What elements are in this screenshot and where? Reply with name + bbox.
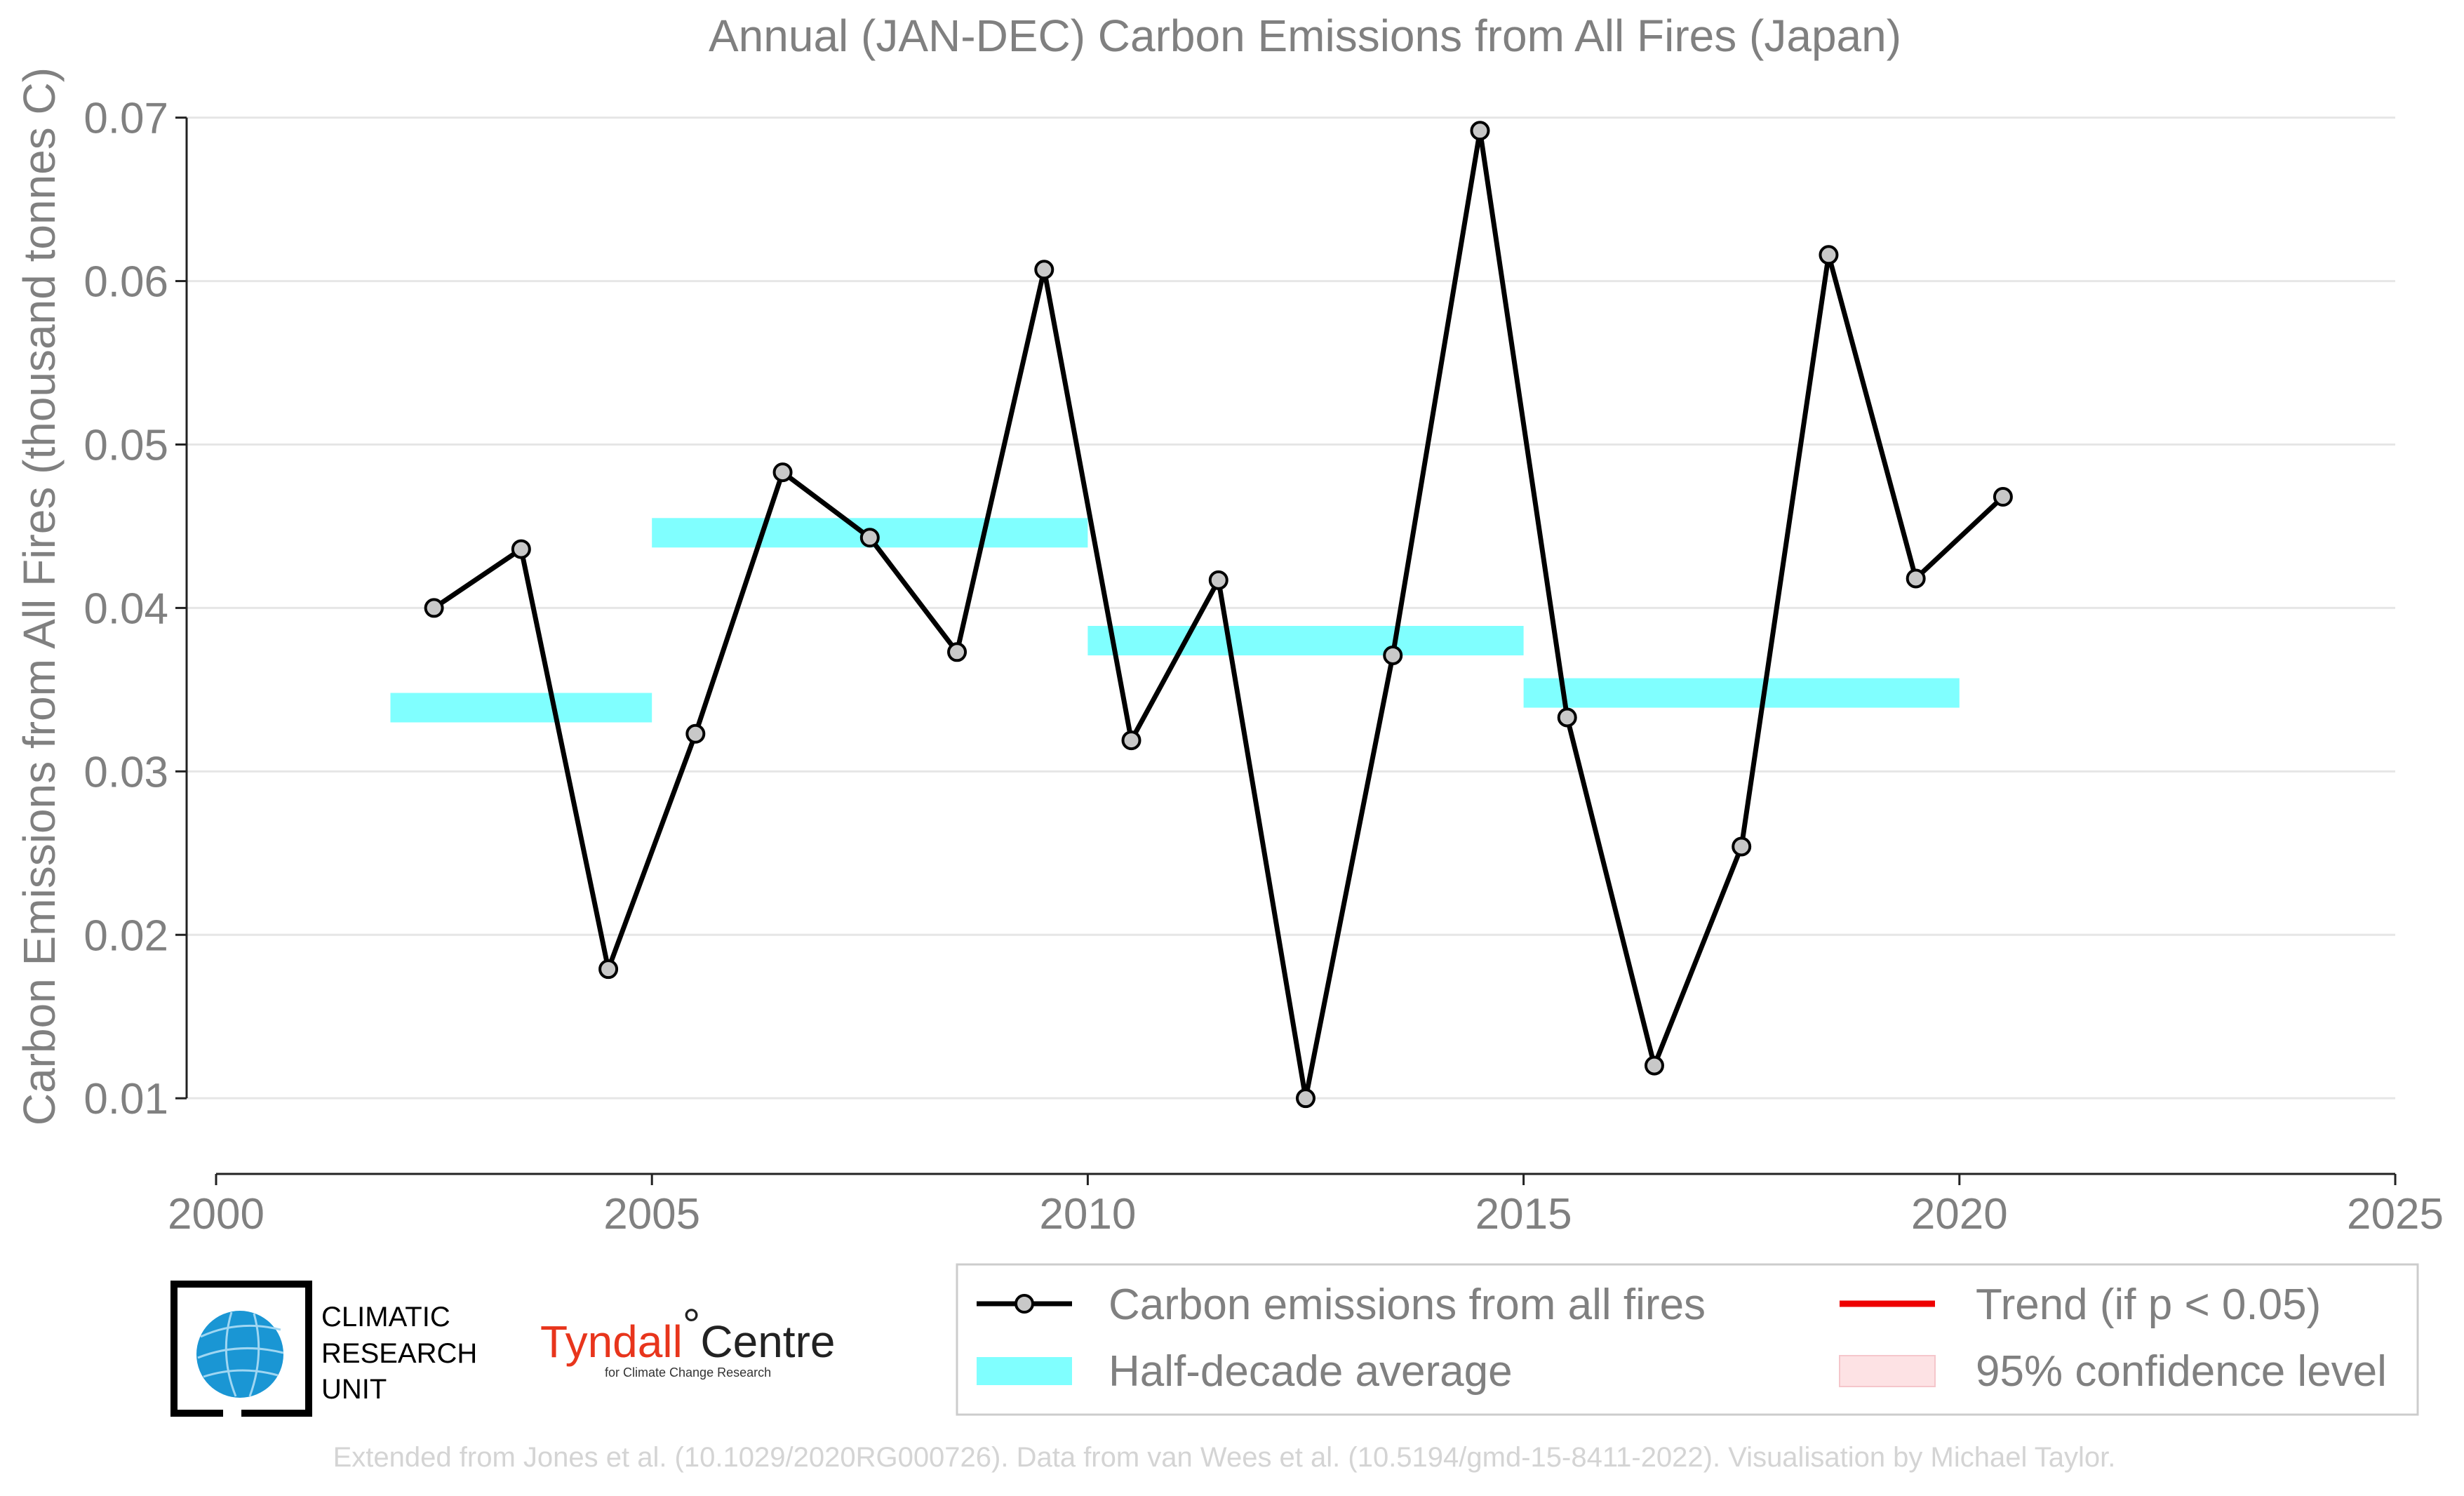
tyndall-centre: Centre <box>700 1316 835 1367</box>
data-point <box>1993 487 2013 507</box>
data-point <box>1557 707 1577 728</box>
data-point <box>1732 836 1752 857</box>
data-point <box>1819 245 1839 265</box>
half-decade-band <box>1523 678 1960 708</box>
svg-text:Tyndall°Centre: Tyndall°Centre <box>540 1300 835 1367</box>
x-tick-label: 2020 <box>1911 1190 2008 1238</box>
half-decade-bands <box>390 518 1960 723</box>
data-point <box>772 462 793 483</box>
y-tick-label: 0.07 <box>83 95 168 143</box>
cru-logo: CLIMATIC RESEARCH UNIT <box>170 1281 477 1417</box>
cru-bracket-left <box>170 1281 267 1417</box>
data-point <box>1034 260 1054 280</box>
data-point <box>1296 1088 1315 1109</box>
gridlines <box>187 116 2395 1100</box>
half-decade-band <box>390 693 652 723</box>
tyndall-degree: ° <box>683 1300 701 1350</box>
legend-confidence-label: 95% confidence level <box>1976 1347 2387 1396</box>
legend: Carbon emissions from all fires Half-dec… <box>956 1263 2419 1416</box>
y-tick-label: 0.03 <box>83 748 168 796</box>
tyndall-name: Tyndall <box>540 1316 683 1367</box>
data-point <box>424 598 444 618</box>
x-tick-label: 2015 <box>1475 1190 1572 1238</box>
data-point <box>1644 1055 1664 1076</box>
legend-half-decade-label: Half-decade average <box>1109 1347 1513 1396</box>
cru-line1: CLIMATIC <box>321 1302 450 1333</box>
legend-trend-label: Trend (if p < 0.05) <box>1976 1281 2321 1329</box>
y-tick-label: 0.01 <box>83 1075 168 1123</box>
legend-emissions-label: Carbon emissions from all fires <box>1109 1281 1706 1329</box>
x-tick-label: 2005 <box>603 1190 700 1238</box>
data-point <box>859 528 880 548</box>
data-point <box>598 959 619 980</box>
y-axis-label: Carbon Emissions from All Fires (thousan… <box>14 67 65 1126</box>
data-point <box>1906 568 1926 589</box>
data-point <box>685 723 706 744</box>
chart-title: Annual (JAN-DEC) Carbon Emissions from A… <box>709 11 1901 61</box>
data-point <box>947 642 967 662</box>
legend-confidence: 95% confidence level <box>1839 1347 2387 1396</box>
data-point <box>1470 121 1490 141</box>
legend-box <box>956 1263 2419 1416</box>
legend-trend: Trend (if p < 0.05) <box>1840 1281 2321 1329</box>
cru-bracket-right <box>241 1281 312 1417</box>
credit-text: Extended from Jones et al. (10.1029/2020… <box>333 1442 2116 1473</box>
data-point <box>511 539 531 559</box>
globe-icon <box>196 1311 284 1398</box>
legend-emissions: Carbon emissions from all fires <box>977 1281 1706 1329</box>
data-point <box>1121 730 1141 751</box>
half-decade-band <box>1087 626 1524 655</box>
tyndall-logo: Tyndall°Centre for Climate Change Resear… <box>540 1300 835 1380</box>
y-tick-label: 0.05 <box>83 421 168 469</box>
x-tick-label: 2000 <box>168 1190 265 1238</box>
cru-line3: UNIT <box>321 1374 387 1405</box>
x-tick-label: 2010 <box>1039 1190 1136 1238</box>
data-point <box>1208 570 1228 590</box>
x-tick-label: 2025 <box>2347 1190 2444 1238</box>
tyndall-subtitle: for Climate Change Research <box>605 1365 771 1380</box>
y-tick-label: 0.06 <box>83 258 168 307</box>
axes: 0.01 0.02 0.03 0.04 0.05 0.06 0.07 2000 2005 2010… <box>83 95 2444 1238</box>
y-tick-label: 0.02 <box>83 911 168 960</box>
series <box>424 121 2013 1109</box>
y-tick-label: 0.04 <box>83 585 168 633</box>
cru-line2: RESEARCH <box>321 1338 477 1369</box>
legend-half-decade: Half-decade average <box>977 1347 1513 1396</box>
data-point <box>1383 645 1403 665</box>
series-line <box>432 128 2005 1101</box>
